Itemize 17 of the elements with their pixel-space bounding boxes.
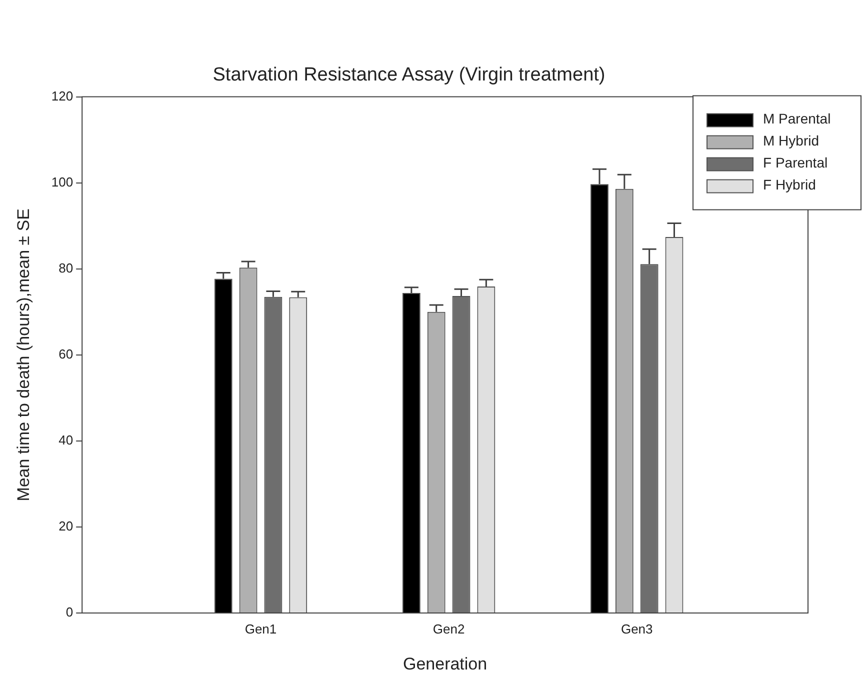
y-tick-label: 120: [51, 88, 74, 104]
x-tick-label: Gen3: [620, 621, 653, 636]
y-tick-label: 60: [58, 346, 74, 362]
x-tick-label: Gen2: [432, 621, 465, 636]
chart-title: Starvation Resistance Assay (Virgin treatment): [212, 64, 606, 86]
y-axis-title: Mean time to death (hours),mean ± SE: [14, 208, 33, 502]
y-tick-label: 40: [58, 432, 74, 448]
y-tick-label: 0: [66, 604, 74, 620]
legend-label: F Hybrid: [763, 176, 816, 193]
x-axis-title: Generation: [402, 654, 488, 674]
legend-label: F Parental: [763, 154, 828, 171]
legend-label: M Parental: [763, 110, 831, 127]
y-tick-label: 100: [51, 174, 74, 190]
y-tick-label: 20: [58, 518, 74, 534]
x-tick-label: Gen1: [244, 621, 277, 636]
y-tick-label: 80: [58, 260, 74, 276]
legend-label: M Hybrid: [763, 132, 820, 149]
